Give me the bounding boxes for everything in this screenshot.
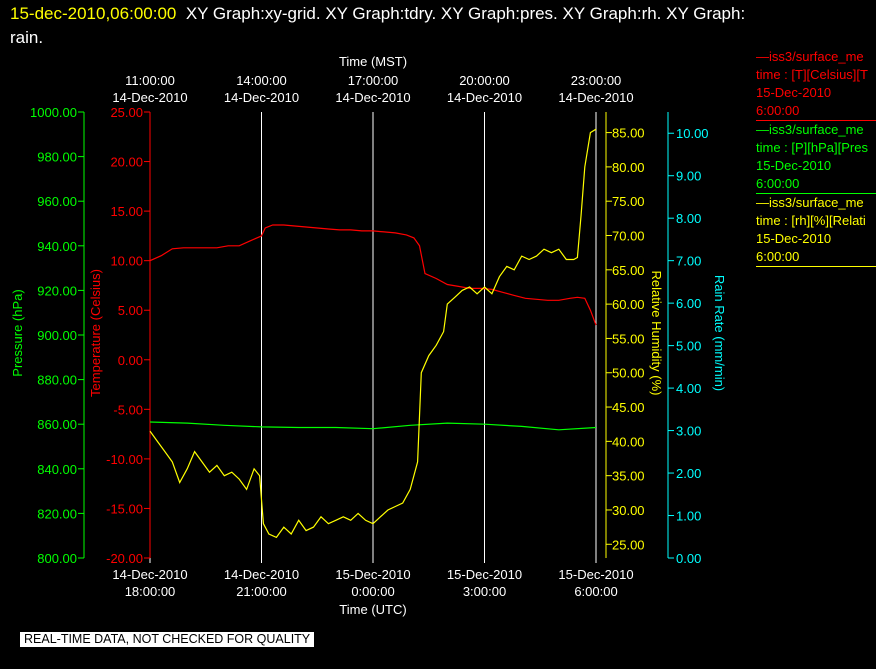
y-tick-label-temperature: -15.00: [106, 501, 143, 516]
y-tick-label-humidity: 30.00: [612, 503, 645, 518]
bottom-tick-date: 14-Dec-2010: [224, 567, 299, 582]
bottom-axis-label: Time (UTC): [339, 602, 406, 617]
title-graph-list-tail: rain.: [10, 28, 44, 47]
legend-series-name: —iss3/surface_me: [756, 195, 864, 210]
bottom-tick-time: 3:00:00: [463, 584, 506, 599]
series-line-temperature: [149, 224, 597, 326]
top-tick-date: 14-Dec-2010: [224, 90, 299, 105]
y-tick-label-rain: 6.00: [676, 296, 701, 311]
y-tick-label-humidity: 80.00: [612, 160, 645, 175]
top-tick-date: 14-Dec-2010: [335, 90, 410, 105]
y-tick-label-humidity: 35.00: [612, 469, 645, 484]
y-tick-label-temperature: -10.00: [106, 452, 143, 467]
bottom-tick-date: 15-Dec-2010: [335, 567, 410, 582]
y-tick-label-temperature: 0.00: [118, 353, 143, 368]
y-tick-label-temperature: 25.00: [110, 105, 143, 120]
chart-title: 15-dec-2010,06:00:00 XY Graph:xy-grid. X…: [10, 2, 870, 50]
y-axis-title-temperature: Temperature (Celsius): [88, 269, 103, 397]
y-tick-label-rain: 3.00: [676, 424, 701, 439]
y-tick-label-pressure: 800.00: [37, 551, 77, 566]
y-tick-label-humidity: 25.00: [612, 537, 645, 552]
y-tick-label-humidity: 70.00: [612, 229, 645, 244]
series-line-pressure: [149, 421, 597, 431]
legend-variable: time : [T][Celsius][T: [756, 67, 868, 82]
legend-time: 6:00:00: [756, 176, 800, 191]
y-tick-label-pressure: 820.00: [37, 506, 77, 521]
y-tick-label-pressure: 880.00: [37, 373, 77, 388]
y-tick-label-humidity: 60.00: [612, 297, 645, 312]
bottom-tick-time: 18:00:00: [125, 584, 176, 599]
y-tick-label-humidity: 65.00: [612, 263, 645, 278]
bottom-tick-date: 14-Dec-2010: [112, 567, 187, 582]
top-tick-time: 20:00:00: [459, 73, 510, 88]
y-tick-label-pressure: 900.00: [37, 328, 77, 343]
legend-series-name: —iss3/surface_me: [756, 49, 864, 64]
y-tick-label-pressure: 940.00: [37, 239, 77, 254]
y-tick-label-rain: 10.00: [676, 126, 709, 141]
y-tick-label-rain: 1.00: [676, 509, 701, 524]
y-tick-label-pressure: 860.00: [37, 417, 77, 432]
legend-time: 6:00:00: [756, 103, 800, 118]
top-tick-date: 14-Dec-2010: [112, 90, 187, 105]
y-axis-title-rain: Rain Rate (mm/min): [712, 275, 727, 391]
series-line-humidity: [149, 128, 597, 539]
y-tick-label-temperature: 15.00: [110, 204, 143, 219]
legend-date: 15-Dec-2010: [756, 231, 832, 246]
y-tick-label-humidity: 50.00: [612, 366, 645, 381]
y-tick-label-pressure: 960.00: [37, 194, 77, 209]
y-tick-label-rain: 9.00: [676, 169, 701, 184]
y-tick-label-pressure: 1000.00: [30, 105, 77, 120]
legend-variable: time : [rh][%][Relati: [756, 213, 866, 228]
y-tick-label-rain: 2.00: [676, 466, 701, 481]
y-tick-label-rain: 8.00: [676, 211, 701, 226]
legend-date: 15-Dec-2010: [756, 158, 832, 173]
top-tick-time: 14:00:00: [236, 73, 287, 88]
legend-date: 15-Dec-2010: [756, 85, 832, 100]
top-tick-time: 17:00:00: [348, 73, 399, 88]
y-tick-label-temperature: 20.00: [110, 155, 143, 170]
y-tick-label-temperature: -20.00: [106, 551, 143, 566]
y-tick-label-humidity: 55.00: [612, 331, 645, 346]
legend-temperature: —iss3/surface_me time : [T][Celsius][T 1…: [756, 48, 876, 121]
y-tick-label-rain: 7.00: [676, 254, 701, 269]
bottom-tick-date: 15-Dec-2010: [447, 567, 522, 582]
y-tick-label-rain: 4.00: [676, 381, 701, 396]
y-axis-title-humidity: Relative Humidity (%): [649, 271, 664, 396]
legend-variable: time : [P][hPa][Pres: [756, 140, 868, 155]
y-tick-label-temperature: -5.00: [113, 402, 143, 417]
title-date: 15-dec-2010,06:00:00: [10, 4, 177, 23]
title-graph-list: XY Graph:xy-grid. XY Graph:tdry. XY Grap…: [185, 4, 746, 23]
legend-series-name: —iss3/surface_me: [756, 122, 864, 137]
y-tick-label-pressure: 980.00: [37, 150, 77, 165]
top-tick-time: 23:00:00: [571, 73, 622, 88]
y-tick-label-temperature: 5.00: [118, 303, 143, 318]
y-tick-label-pressure: 840.00: [37, 462, 77, 477]
legend-time: 6:00:00: [756, 249, 800, 264]
top-axis-label: Time (MST): [339, 54, 407, 69]
bottom-tick-date: 15-Dec-2010: [558, 567, 633, 582]
y-tick-label-humidity: 85.00: [612, 126, 645, 141]
bottom-tick-time: 0:00:00: [351, 584, 394, 599]
y-tick-label-humidity: 45.00: [612, 400, 645, 415]
legend-pressure: —iss3/surface_me time : [P][hPa][Pres 15…: [756, 121, 876, 194]
y-tick-label-humidity: 75.00: [612, 194, 645, 209]
y-tick-label-rain: 5.00: [676, 339, 701, 354]
legend-humidity: —iss3/surface_me time : [rh][%][Relati 1…: [756, 194, 876, 267]
y-axis-title-pressure: Pressure (hPa): [10, 289, 25, 376]
top-tick-date: 14-Dec-2010: [558, 90, 633, 105]
y-tick-label-pressure: 920.00: [37, 283, 77, 298]
quality-disclaimer: REAL-TIME DATA, NOT CHECKED FOR QUALITY: [20, 632, 315, 647]
y-tick-label-rain: 0.00: [676, 551, 701, 566]
y-tick-label-temperature: 10.00: [110, 254, 143, 269]
top-tick-date: 14-Dec-2010: [447, 90, 522, 105]
top-tick-time: 11:00:00: [125, 73, 175, 88]
bottom-tick-time: 6:00:00: [574, 584, 617, 599]
y-tick-label-humidity: 40.00: [612, 434, 645, 449]
bottom-tick-time: 21:00:00: [236, 584, 287, 599]
